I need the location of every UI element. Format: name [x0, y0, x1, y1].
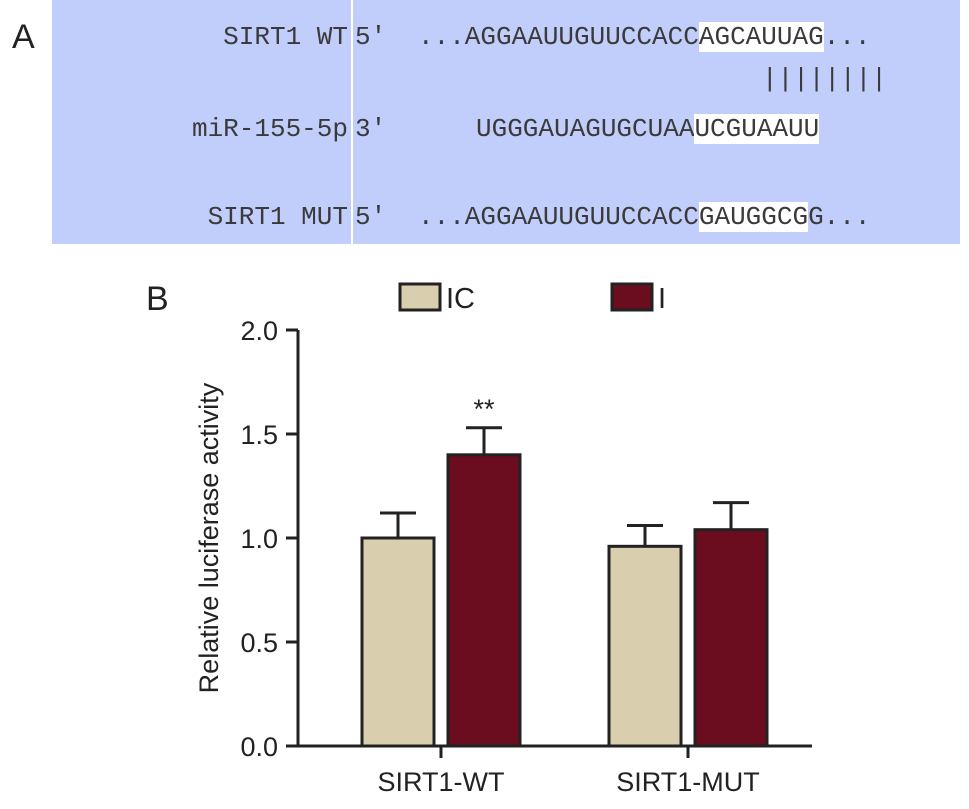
bar [693, 528, 769, 748]
sequence-sirt1-mut: ...AGGAAUUGUUCCACCGAUGGCGG... [418, 202, 871, 232]
bar [446, 453, 522, 748]
seq-binding-site: AGCAUUAG [698, 22, 824, 52]
row-prime-sirt1-mut: 5' [355, 202, 387, 232]
significance-annotation: ** [473, 394, 495, 424]
bar [607, 544, 683, 748]
row-name-sirt1-wt: SIRT1 WT [223, 22, 348, 52]
seq-pre: ...AGGAAUUGUUCCACC [418, 202, 699, 232]
sequence-mir-155-5p: UGGGAUAGUGCUAAUCGUAAUU [476, 114, 820, 144]
seq-pre: UGGGAUAGUGCUAA [476, 114, 695, 144]
sequence-alignment-panel: SIRT1 WT 5' ...AGGAAUUGUUCCACCAGCAUUAG..… [52, 0, 960, 244]
legend-label: I [658, 283, 666, 315]
legend-swatch [398, 282, 442, 312]
row-prime-sirt1-wt: 5' [355, 22, 387, 52]
x-tick-label: SIRT1-MUT [616, 767, 760, 797]
seq-binding-site: UCGUAAUU [694, 114, 820, 144]
seq-pre: ...AGGAAUUGUUCCACC [418, 22, 699, 52]
row-name-sirt1-mut: SIRT1 MUT [207, 202, 348, 232]
row-name-mir-155-5p: miR-155-5p [191, 114, 348, 144]
base-pairing-bars: |||||||| [762, 64, 887, 94]
y-tick-label: 0.5 [240, 628, 278, 658]
y-tick-label: 1.0 [240, 524, 278, 554]
x-tick-label: SIRT1-WT [378, 767, 505, 797]
seq-post: ... [823, 22, 871, 52]
seq-mutated-site: GAUGGCG [698, 202, 809, 232]
row-prime-mir-155-5p: 3' [355, 114, 387, 144]
legend-swatch [610, 282, 654, 312]
panel-divider [351, 0, 353, 244]
panel-a-letter: A [12, 18, 35, 56]
y-axis-label: Relative luciferase activity [194, 382, 224, 693]
legend-label: IC [446, 283, 475, 315]
bar [360, 536, 436, 748]
y-tick-label: 0.0 [240, 732, 278, 762]
y-tick-label: 2.0 [240, 316, 278, 346]
seq-post: G... [808, 202, 871, 232]
panel-b-letter: B [146, 280, 169, 318]
y-tick-label: 1.5 [240, 420, 278, 450]
sequence-sirt1-wt: ...AGGAAUUGUUCCACCAGCAUUAG... [418, 22, 871, 52]
